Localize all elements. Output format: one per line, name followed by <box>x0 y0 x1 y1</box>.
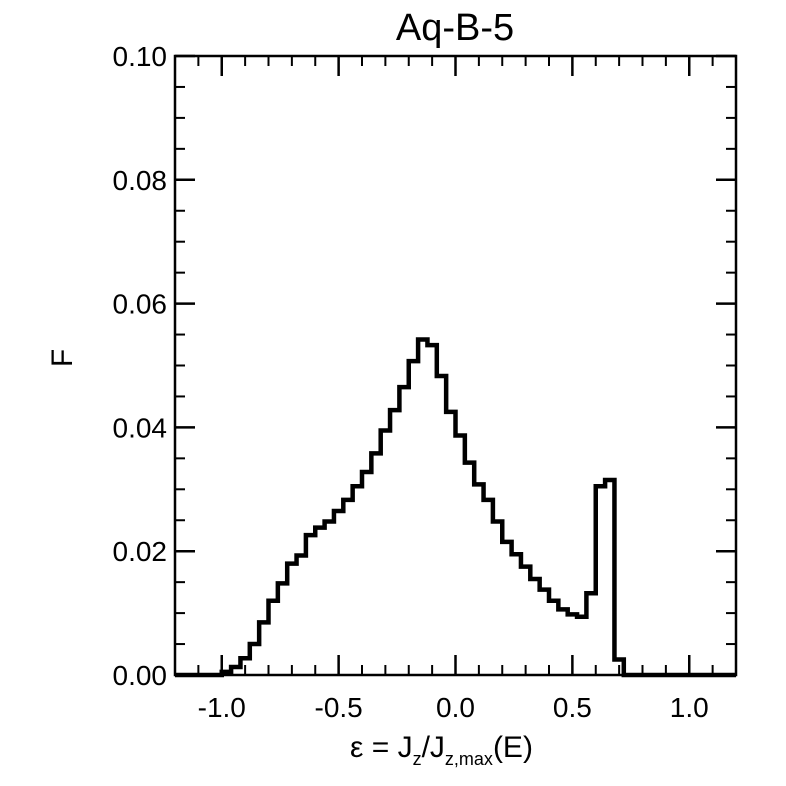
x-label-j1: J <box>398 731 413 764</box>
x-label-suffix: (E) <box>493 731 533 764</box>
x-tick-label: 0.0 <box>436 692 475 723</box>
x-tick-label: 1.0 <box>670 692 709 723</box>
y-tick-label: 0.06 <box>113 289 168 320</box>
y-tick-label: 0.02 <box>113 536 168 567</box>
y-tick-label: 0.00 <box>113 660 168 691</box>
y-tick-labels: 0.00 0.02 0.04 0.06 0.08 0.10 <box>113 41 168 691</box>
y-tick-label: 0.08 <box>113 165 168 196</box>
y-tick-label: 0.04 <box>113 412 168 443</box>
y-tick-label: 0.10 <box>113 41 168 72</box>
x-tick-labels: -1.0 -0.5 0.0 0.5 1.0 <box>198 692 709 723</box>
x-tick-label: 0.5 <box>553 692 592 723</box>
x-label-slash: / <box>422 731 431 764</box>
x-axis-label: ε = Jz/Jz,max(E) <box>350 731 533 769</box>
chart-title: Aq-B-5 <box>396 7 514 49</box>
x-label-sub2: z,max <box>445 749 493 769</box>
x-tick-label: -1.0 <box>198 692 246 723</box>
plot-frame <box>173 54 738 677</box>
x-tick-label: -0.5 <box>315 692 363 723</box>
x-label-prefix: ε = <box>350 731 398 764</box>
axis-ticks <box>174 54 737 677</box>
histogram-step-line <box>175 337 736 678</box>
y-axis-label: F <box>46 349 79 367</box>
x-label-sub1: z <box>413 749 422 769</box>
x-label-j2: J <box>430 731 445 764</box>
